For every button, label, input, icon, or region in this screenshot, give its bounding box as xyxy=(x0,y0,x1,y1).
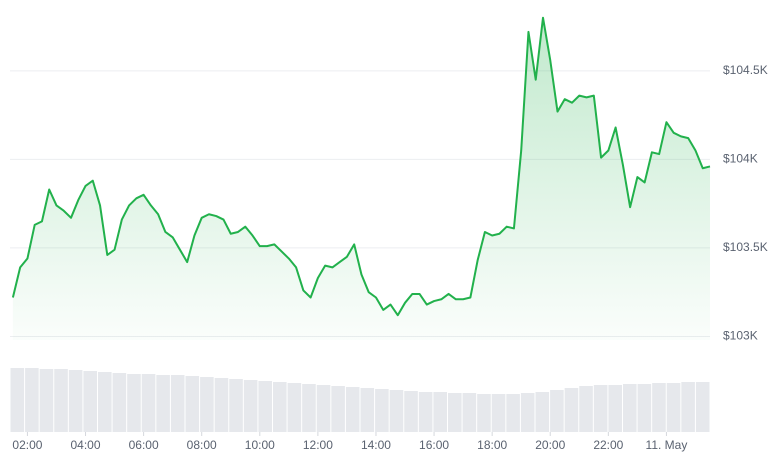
volume-bar xyxy=(200,377,214,432)
volume-bar xyxy=(170,375,185,432)
volume-bar xyxy=(652,383,666,432)
volume-bar xyxy=(666,383,681,432)
x-tick-label: 02:00 xyxy=(12,438,42,452)
x-tick-label: 11. May xyxy=(646,438,688,452)
x-tick-label: 08:00 xyxy=(187,438,217,452)
volume-bar xyxy=(520,393,535,432)
x-tick-label: 04:00 xyxy=(71,438,101,452)
x-tick-label: 10:00 xyxy=(245,438,275,452)
volume-bar xyxy=(287,383,302,432)
x-tick-label: 16:00 xyxy=(419,438,449,452)
volume-bar xyxy=(214,378,229,432)
x-tick-label: 12:00 xyxy=(303,438,333,452)
price-line xyxy=(11,16,711,317)
x-tick-label: 06:00 xyxy=(129,438,159,452)
volume-bar xyxy=(39,369,54,432)
volume-bar xyxy=(550,390,564,432)
y-tick-label: $104K xyxy=(723,152,758,166)
x-tick-label: 22:00 xyxy=(593,438,623,452)
volume-bar xyxy=(637,384,652,432)
volume-bar xyxy=(112,373,127,432)
volume-bar xyxy=(681,382,695,432)
y-tick-label: $104.5K xyxy=(723,63,768,77)
volume-bar xyxy=(185,376,200,432)
volume-bar xyxy=(83,371,97,432)
volume-bar xyxy=(579,386,593,432)
volume-bar xyxy=(375,389,389,432)
volume-bar xyxy=(25,368,39,432)
volume-bar xyxy=(229,379,243,432)
volume-bar xyxy=(54,369,68,432)
y-tick-label: $103K xyxy=(723,329,758,343)
volume-bar xyxy=(243,380,258,432)
volume-bar xyxy=(331,386,345,432)
volume-bar xyxy=(389,390,404,432)
volume-bar xyxy=(564,388,579,432)
volume-bar xyxy=(316,385,331,432)
volume-bar xyxy=(608,385,622,432)
volume-bar xyxy=(360,388,375,432)
volume-bar xyxy=(623,384,637,432)
volume-bar xyxy=(258,381,272,432)
price-area xyxy=(12,17,710,341)
volume-bar xyxy=(448,393,462,432)
x-tick-label: 20:00 xyxy=(535,438,565,452)
volume-bar xyxy=(433,392,447,432)
volume-bar xyxy=(418,392,433,432)
volume-bar xyxy=(273,382,287,432)
volume-bar xyxy=(404,391,418,432)
x-tick-label: 14:00 xyxy=(361,438,391,452)
x-tick-label: 18:00 xyxy=(477,438,507,452)
volume-bar xyxy=(593,385,608,432)
volume-bar xyxy=(127,374,141,432)
y-tick-label: $103.5K xyxy=(723,240,768,254)
volume-bar xyxy=(141,374,156,432)
volume-bar xyxy=(68,370,83,432)
volume-bar xyxy=(695,382,710,432)
volume-bar xyxy=(302,384,316,432)
volume-bar xyxy=(10,368,25,432)
volume-bar xyxy=(477,394,491,432)
volume-bar xyxy=(156,375,170,432)
volume-bar xyxy=(535,392,550,432)
volume-bar xyxy=(491,394,506,432)
volume-bar xyxy=(98,372,112,432)
volume-bar xyxy=(462,393,477,432)
volume-bar xyxy=(345,387,360,432)
volume-bar xyxy=(506,394,520,432)
